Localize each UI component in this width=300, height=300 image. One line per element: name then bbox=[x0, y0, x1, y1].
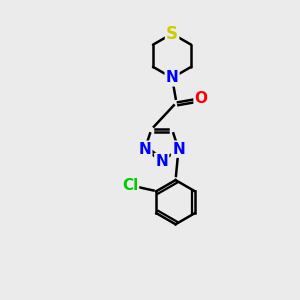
Text: N: N bbox=[166, 70, 178, 86]
Text: N: N bbox=[155, 154, 168, 169]
Text: Cl: Cl bbox=[122, 178, 138, 193]
Text: O: O bbox=[195, 91, 208, 106]
Text: N: N bbox=[139, 142, 151, 157]
Text: N: N bbox=[172, 142, 185, 157]
Text: S: S bbox=[166, 25, 178, 43]
